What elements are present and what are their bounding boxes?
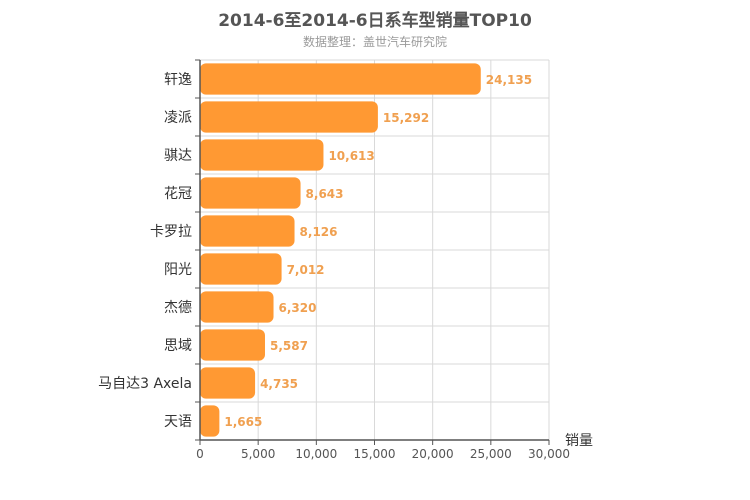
category-label: 花冠 — [164, 186, 192, 202]
bar — [200, 253, 282, 285]
value-label: 10,613 — [328, 149, 374, 163]
bar — [200, 367, 256, 399]
chart-title: 2014-6至2014-6日系车型销量TOP10 — [218, 11, 532, 31]
category-label: 杰德 — [164, 300, 192, 316]
bar — [200, 405, 220, 437]
value-label: 15,292 — [383, 111, 429, 125]
category-label: 马自达3 Axela — [98, 376, 192, 392]
category-label: 骐达 — [164, 148, 192, 164]
category-label: 卡罗拉 — [150, 224, 192, 240]
value-label: 8,126 — [300, 225, 338, 239]
category-label: 凌派 — [164, 110, 192, 126]
x-tick-label: 15,000 — [354, 447, 396, 461]
bar — [200, 177, 301, 209]
category-label: 天语 — [164, 414, 192, 430]
value-label: 4,735 — [260, 377, 298, 391]
bar — [200, 63, 481, 95]
bar — [200, 215, 295, 247]
x-tick-label: 25,000 — [470, 447, 512, 461]
category-label: 阳光 — [164, 262, 192, 278]
bar — [200, 329, 265, 361]
bar — [200, 139, 324, 171]
x-tick-label: 20,000 — [412, 447, 454, 461]
chart-subtitle: 数据整理：盖世汽车研究院 — [302, 35, 447, 49]
bar — [200, 291, 274, 323]
x-tick-label: 5,000 — [241, 447, 275, 461]
value-label: 1,665 — [224, 415, 262, 429]
x-tick-label: 30,000 — [528, 447, 570, 461]
category-label: 思域 — [164, 338, 192, 354]
category-label: 轩逸 — [164, 72, 192, 88]
x-tick-label: 10,000 — [295, 447, 337, 461]
value-label: 7,012 — [287, 263, 325, 277]
x-axis-title: 销量 — [565, 433, 593, 449]
x-tick-label: 0 — [196, 447, 204, 461]
value-label: 24,135 — [486, 73, 532, 87]
bar — [200, 101, 378, 133]
value-label: 8,643 — [306, 187, 344, 201]
value-label: 5,587 — [270, 339, 308, 353]
value-label: 6,320 — [279, 301, 317, 315]
